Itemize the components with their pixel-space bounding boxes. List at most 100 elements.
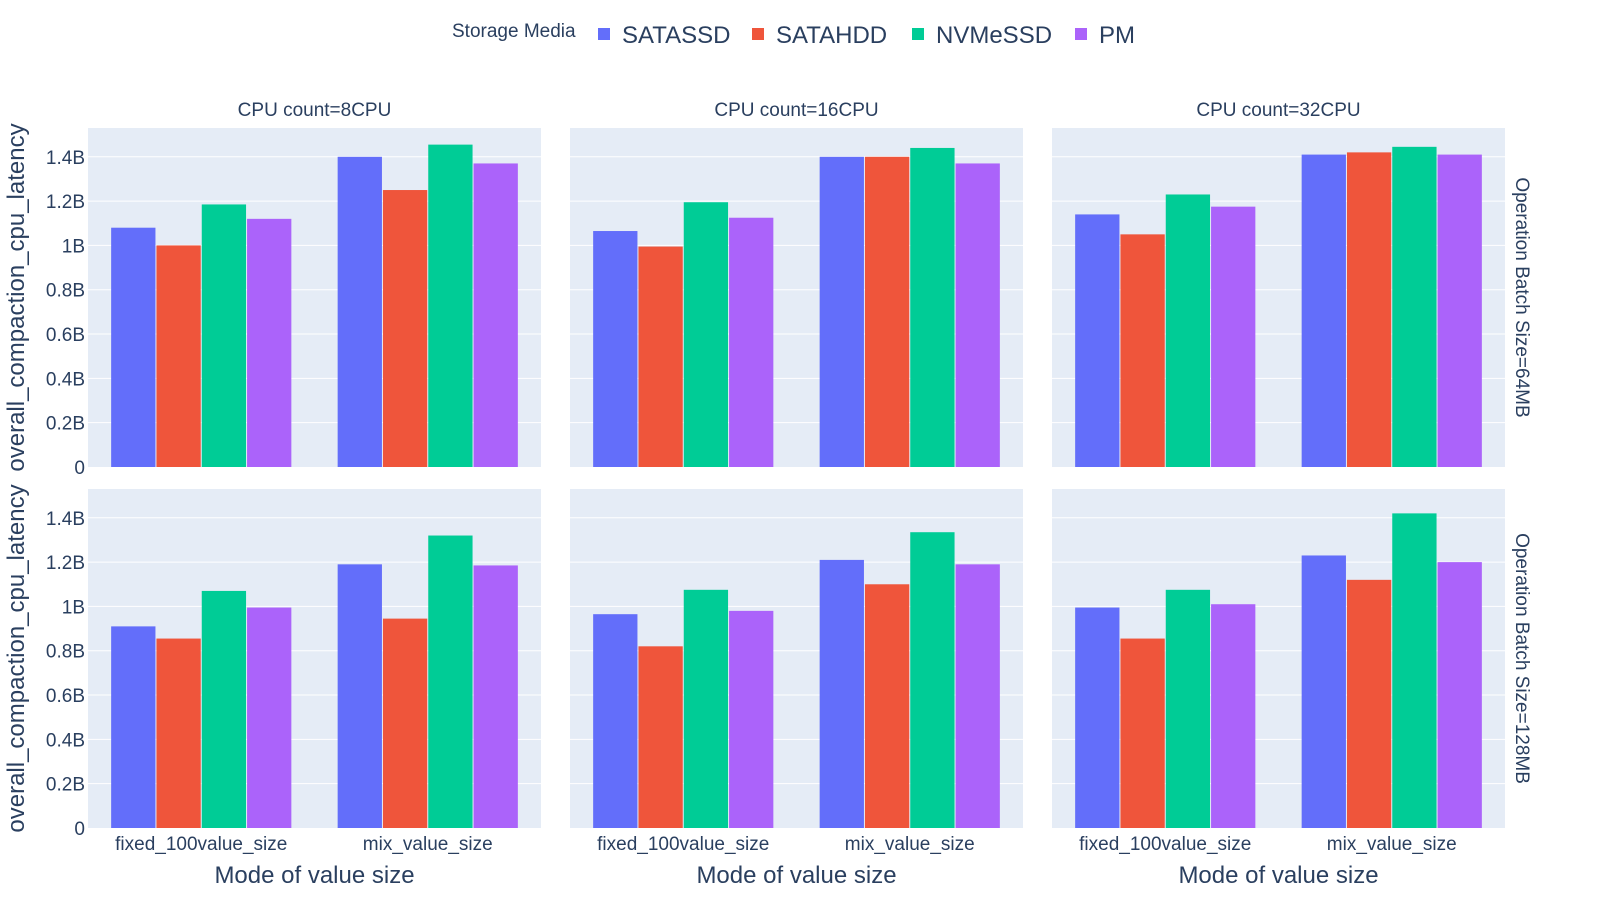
y-tick-label: 0.4B xyxy=(46,730,85,751)
bar-pm-fixed_100value_size[interactable] xyxy=(247,218,292,467)
bar-nvmessd-fixed_100value_size[interactable] xyxy=(1165,194,1211,467)
bar-satassd-mix_value_size[interactable] xyxy=(1301,555,1346,828)
bar-satassd-fixed_100value_size[interactable] xyxy=(111,626,156,828)
bar-pm-mix_value_size[interactable] xyxy=(1437,154,1482,467)
panel-r1-c1: fixed_100value_size mix_value_size xyxy=(570,489,1023,855)
bar-nvmessd-mix_value_size[interactable] xyxy=(428,535,473,828)
bar-nvmessd-fixed_100value_size[interactable] xyxy=(201,590,247,828)
column-title: CPU count=8CPU xyxy=(238,100,392,121)
x-tick-label: mix_value_size xyxy=(363,834,493,855)
bar-satahdd-mix_value_size[interactable] xyxy=(382,190,428,467)
bar-satassd-fixed_100value_size[interactable] xyxy=(1075,607,1120,828)
x-axis-title: Mode of value size xyxy=(696,862,896,889)
bar-satahdd-mix_value_size[interactable] xyxy=(1346,579,1392,828)
y-tick-label: 0.4B xyxy=(46,369,85,390)
y-tick-label: 1.4B xyxy=(46,509,85,530)
bar-pm-fixed_100value_size[interactable] xyxy=(1211,206,1256,467)
y-tick-label: 0 xyxy=(74,819,85,840)
bar-pm-fixed_100value_size[interactable] xyxy=(247,607,292,828)
bar-satassd-mix_value_size[interactable] xyxy=(819,559,864,828)
bar-satahdd-mix_value_size[interactable] xyxy=(864,156,910,467)
y-tick-label: 1.2B xyxy=(46,192,85,213)
row-title: Operation Batch Size=64MB xyxy=(1511,177,1532,417)
panel-r1-c2: fixed_100value_size mix_value_size Operati… xyxy=(1052,489,1532,855)
panel-r0-c0: 0 0.2B 0.4B 0.6B 0.8B 1B 1.2B 1.4B CPU count=8CP… xyxy=(46,100,541,479)
y-axis-title: overall_compaction_cpu_latency xyxy=(3,123,30,471)
bar-satahdd-mix_value_size[interactable] xyxy=(1346,152,1392,467)
row-title: Operation Batch Size=128MB xyxy=(1511,533,1532,784)
bar-nvmessd-mix_value_size[interactable] xyxy=(910,532,955,828)
y-tick-label: 1.2B xyxy=(46,553,85,574)
bar-pm-mix_value_size[interactable] xyxy=(955,564,1000,828)
bar-nvmessd-mix_value_size[interactable] xyxy=(428,144,473,467)
y-tick-label: 0.8B xyxy=(46,281,85,302)
plot-background xyxy=(1052,489,1505,828)
bar-pm-mix_value_size[interactable] xyxy=(473,163,518,467)
bar-satassd-fixed_100value_size[interactable] xyxy=(1075,214,1120,467)
bar-satahdd-fixed_100value_size[interactable] xyxy=(156,245,201,467)
x-tick-label: fixed_100value_size xyxy=(115,834,287,855)
y-tick-label: 0.6B xyxy=(46,686,85,707)
bar-satassd-mix_value_size[interactable] xyxy=(337,156,382,467)
column-title: CPU count=16CPU xyxy=(714,100,878,121)
legend-swatch-pm[interactable] xyxy=(1075,28,1087,40)
legend-label-nvmessd[interactable]: NVMeSSD xyxy=(936,22,1052,49)
y-tick-label: 1B xyxy=(62,597,85,618)
column-title: CPU count=32CPU xyxy=(1196,100,1360,121)
bar-satassd-mix_value_size[interactable] xyxy=(337,564,382,828)
bar-satahdd-fixed_100value_size[interactable] xyxy=(638,246,683,467)
panel-r1-c0: 0 0.2B 0.4B 0.6B 0.8B 1B 1.2B 1.4B fixed_100valu… xyxy=(46,489,541,855)
y-tick-label: 0.2B xyxy=(46,414,85,435)
bar-nvmessd-fixed_100value_size[interactable] xyxy=(683,589,729,828)
bar-satahdd-fixed_100value_size[interactable] xyxy=(638,646,683,828)
bar-pm-mix_value_size[interactable] xyxy=(1437,562,1482,828)
bar-satassd-mix_value_size[interactable] xyxy=(819,156,864,467)
bar-pm-fixed_100value_size[interactable] xyxy=(1211,604,1256,828)
y-tick-label: 0.2B xyxy=(46,775,85,796)
bar-satassd-mix_value_size[interactable] xyxy=(1301,154,1346,467)
bar-pm-mix_value_size[interactable] xyxy=(473,565,518,828)
bar-satahdd-fixed_100value_size[interactable] xyxy=(156,638,201,828)
x-tick-label: fixed_100value_size xyxy=(597,834,769,855)
x-tick-label: mix_value_size xyxy=(1327,834,1457,855)
legend-swatch-satassd[interactable] xyxy=(598,28,610,40)
panel-r0-c1: CPU count=16CPU xyxy=(570,100,1023,468)
y-tick-label: 0 xyxy=(74,458,85,479)
bar-pm-fixed_100value_size[interactable] xyxy=(729,217,774,467)
bar-satahdd-fixed_100value_size[interactable] xyxy=(1120,234,1165,467)
x-tick-label: mix_value_size xyxy=(845,834,975,855)
bar-nvmessd-fixed_100value_size[interactable] xyxy=(683,202,729,467)
legend-swatch-satahdd[interactable] xyxy=(752,28,764,40)
legend-label-pm[interactable]: PM xyxy=(1099,22,1135,49)
plot-background xyxy=(570,128,1023,467)
bar-satassd-fixed_100value_size[interactable] xyxy=(111,227,156,467)
bar-nvmessd-mix_value_size[interactable] xyxy=(1392,146,1437,468)
bar-nvmessd-mix_value_size[interactable] xyxy=(1392,513,1437,828)
y-tick-label: 0.6B xyxy=(46,325,85,346)
y-tick-label: 1B xyxy=(62,236,85,257)
legend-label-satassd[interactable]: SATASSD xyxy=(622,22,730,49)
legend-title: Storage Media xyxy=(452,21,576,42)
bar-satahdd-mix_value_size[interactable] xyxy=(864,584,910,828)
bar-satassd-fixed_100value_size[interactable] xyxy=(593,614,638,828)
plot-background xyxy=(570,489,1023,828)
bar-satahdd-mix_value_size[interactable] xyxy=(382,618,428,828)
plot-background xyxy=(88,128,541,467)
bar-nvmessd-mix_value_size[interactable] xyxy=(910,147,955,468)
bar-satahdd-fixed_100value_size[interactable] xyxy=(1120,638,1165,828)
x-tick-label: fixed_100value_size xyxy=(1079,834,1251,855)
bar-nvmessd-fixed_100value_size[interactable] xyxy=(201,204,247,468)
bar-nvmessd-fixed_100value_size[interactable] xyxy=(1165,589,1211,828)
legend: Storage Media SATASSD SATAHDD NVMeSSD PM xyxy=(452,21,1135,49)
panel-r0-c2: CPU count=32CPU Operation Batch Size=64MB xyxy=(1052,100,1532,468)
bar-pm-mix_value_size[interactable] xyxy=(955,163,1000,467)
legend-label-satahdd[interactable]: SATAHDD xyxy=(776,22,887,49)
bar-satassd-fixed_100value_size[interactable] xyxy=(593,231,638,467)
y-tick-label: 0.8B xyxy=(46,642,85,663)
legend-swatch-nvmessd[interactable] xyxy=(912,28,924,40)
bar-pm-fixed_100value_size[interactable] xyxy=(729,610,774,828)
plot-background xyxy=(1052,128,1505,467)
x-axis-title: Mode of value size xyxy=(1178,862,1378,889)
y-tick-label: 1.4B xyxy=(46,148,85,169)
